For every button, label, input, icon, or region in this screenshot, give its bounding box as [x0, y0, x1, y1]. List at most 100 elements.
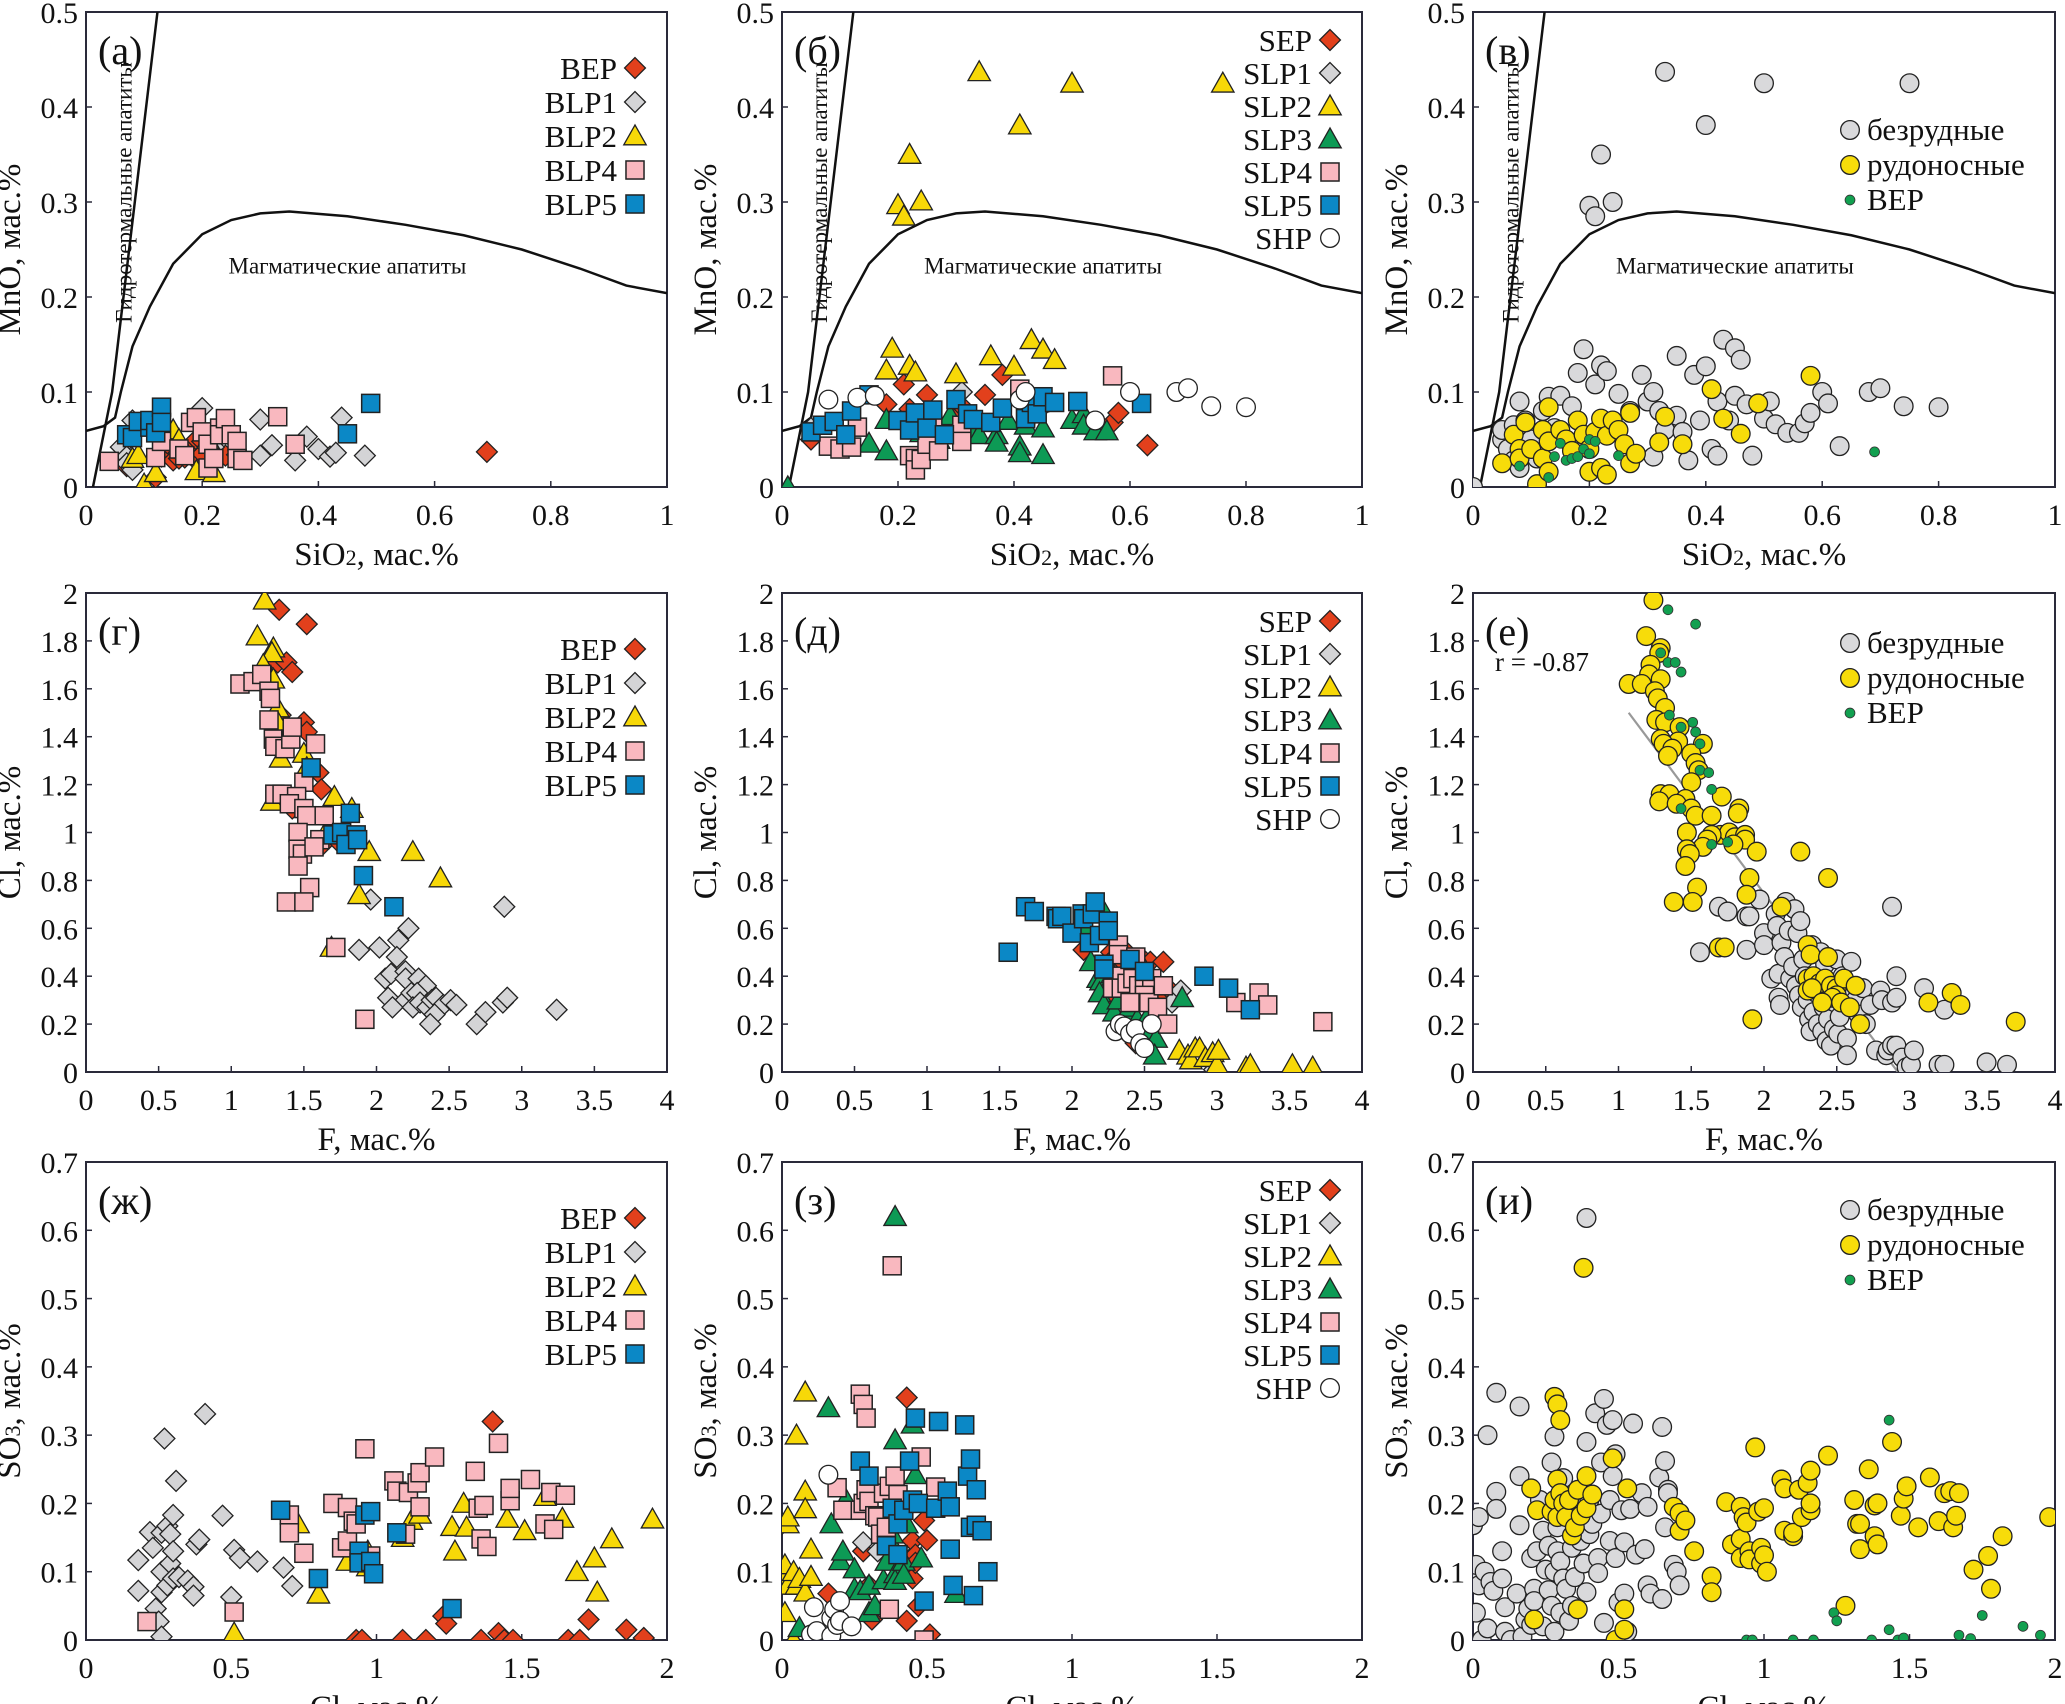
legend-marker — [625, 775, 645, 795]
legend-item: BLP5 — [545, 768, 645, 803]
data-point — [1893, 396, 1914, 417]
data-point — [347, 829, 368, 850]
legend-marker — [1844, 1274, 1856, 1286]
y-tick-label: 0.5 — [737, 1284, 775, 1317]
legend-label: безрудные — [1867, 112, 2004, 147]
series-SLP5 — [998, 892, 1261, 1020]
data-point — [1694, 738, 1706, 750]
data-point — [1818, 1445, 1839, 1466]
data-point — [782, 474, 795, 487]
data-point — [223, 1620, 246, 1640]
y-tick-label: 0.3 — [737, 187, 775, 220]
data-point — [830, 1591, 851, 1612]
y-axis-label: SO3, мас.% — [1379, 1323, 1415, 1478]
legend-label: BLP2 — [545, 700, 617, 735]
data-point — [363, 1563, 384, 1584]
region-label-hydrothermal: Гидротермальные апатиты — [111, 62, 136, 323]
magmatic-boundary-curve — [1473, 210, 2055, 433]
plot-frame — [85, 11, 668, 488]
y-tick-label: 0.2 — [737, 1488, 775, 1521]
y-tick-label: 0.8 — [737, 865, 775, 898]
data-point — [1883, 1624, 1895, 1636]
data-point — [150, 1625, 173, 1640]
data-point — [1836, 1045, 1857, 1066]
x-tick-label: 1.5 — [1891, 1652, 1929, 1685]
data-point — [1623, 1413, 1644, 1434]
data-point — [1573, 1257, 1594, 1278]
y-tick-label: 1.8 — [1428, 626, 1466, 659]
y-tick-label: 1.8 — [41, 626, 79, 659]
legend-label: безрудные — [1867, 625, 2004, 660]
legend-item: BEP — [1844, 695, 1924, 730]
data-point — [1550, 1410, 1571, 1431]
data-point — [1919, 1467, 1940, 1488]
data-point — [836, 424, 856, 445]
plot-area — [782, 1204, 998, 1640]
data-point — [301, 758, 321, 778]
data-point — [966, 422, 992, 445]
legend-label: BLP5 — [545, 1337, 617, 1372]
legend-marker — [625, 741, 645, 761]
y-tick-label: 0.8 — [41, 865, 79, 898]
data-point — [434, 1612, 458, 1635]
data-point — [520, 1469, 541, 1490]
data-point — [285, 434, 305, 455]
y-tick-label: 0.1 — [1428, 377, 1466, 410]
panel-c: 0 0.2 0.4 0.6 0.8 1 0 0.1 0.2 0.3 0.4 0.5 SiO2, мас.… — [1379, 0, 2063, 573]
x-tick-label: 0.5 — [213, 1652, 251, 1685]
data-point — [972, 1520, 992, 1541]
data-point — [337, 424, 358, 444]
data-point — [864, 385, 885, 406]
y-tick-label: 0 — [63, 472, 78, 505]
data-point — [1602, 191, 1623, 212]
panel-i: 0 0.5 1 1.5 2 0 0.1 0.2 0.3 0.4 0.5 0.6 0.7 Cl, мас.%… — [1379, 1147, 2063, 1704]
legend-label: SHP — [1255, 802, 1312, 837]
data-point — [1850, 1539, 1871, 1560]
data-point — [1736, 884, 1757, 905]
x-tick-label: 2.5 — [1126, 1084, 1164, 1117]
legend-label: BLP2 — [545, 119, 617, 154]
data-point — [1867, 1493, 1888, 1514]
y-tick-label: 1.2 — [41, 770, 79, 803]
data-point — [1576, 1582, 1597, 1603]
data-point — [1042, 347, 1067, 370]
data-point — [1899, 73, 1920, 94]
data-point — [360, 1501, 381, 1522]
data-point — [1492, 453, 1513, 474]
data-point — [1711, 786, 1732, 807]
data-point — [267, 406, 288, 427]
data-point — [1928, 397, 1949, 418]
y-tick-label: 0.8 — [1428, 865, 1466, 898]
x-tick-label: 1 — [2048, 499, 2063, 532]
series-BEP — [1741, 1414, 2046, 1640]
data-point — [830, 1538, 856, 1561]
data-point — [1717, 901, 1738, 922]
legend-item: SLP4 — [1243, 1305, 1340, 1340]
data-point — [833, 1500, 853, 1521]
data-point — [245, 623, 270, 646]
data-point — [1918, 992, 1939, 1013]
legend-label: BEP — [560, 632, 617, 667]
y-axis-label: Cl, мас.% — [688, 766, 724, 899]
legend-marker — [623, 637, 647, 661]
data-point — [923, 400, 943, 420]
data-point — [260, 433, 284, 457]
y-tick-label: 1.6 — [41, 674, 79, 707]
data-point — [1239, 1052, 1262, 1072]
data-point — [410, 1462, 430, 1483]
data-point — [1882, 896, 1903, 917]
data-point — [1701, 805, 1722, 826]
data-point — [943, 1575, 963, 1596]
legend-label: SHP — [1255, 221, 1312, 256]
y-tick-label: 0.3 — [1428, 1420, 1466, 1453]
plot-area — [86, 12, 667, 487]
data-point — [1754, 73, 1775, 94]
data-point — [1657, 745, 1678, 766]
data-point — [1850, 1014, 1871, 1035]
data-point — [1614, 1599, 1635, 1620]
panel-label: (а) — [98, 28, 142, 73]
data-point — [465, 1461, 486, 1482]
